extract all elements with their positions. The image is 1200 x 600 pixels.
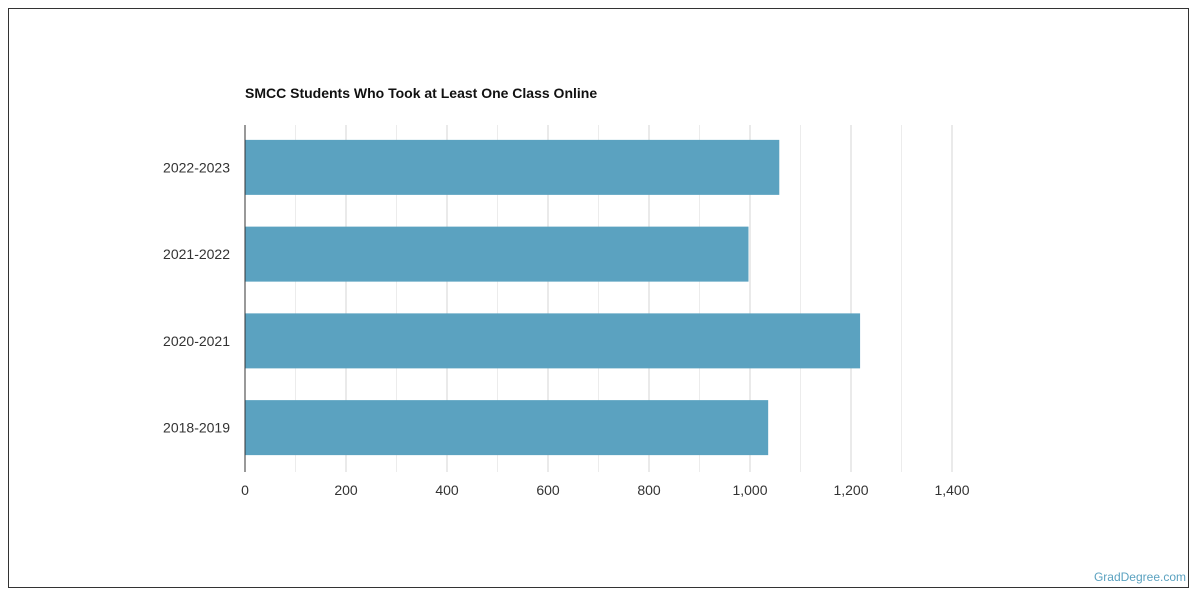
watermark-link[interactable]: GradDegree.com xyxy=(1093,570,1186,584)
x-tick-label: 1,200 xyxy=(833,482,868,498)
y-tick-label: 2022-2023 xyxy=(163,159,230,175)
bar-2022-2023 xyxy=(245,139,780,195)
x-tick-label: 200 xyxy=(334,482,358,498)
y-tick-label: 2021-2022 xyxy=(163,246,230,262)
x-tick-label: 600 xyxy=(536,482,560,498)
y-tick-label: 2018-2019 xyxy=(163,420,230,436)
x-tick-label: 1,000 xyxy=(732,482,767,498)
bar-2021-2022 xyxy=(245,226,749,282)
x-tick-label: 800 xyxy=(637,482,661,498)
x-tick-label: 0 xyxy=(241,482,249,498)
chart-frame xyxy=(8,8,1189,588)
chart-title: SMCC Students Who Took at Least One Clas… xyxy=(245,85,598,101)
y-tick-label: 2020-2021 xyxy=(163,333,230,349)
x-tick-label: 1,400 xyxy=(934,482,969,498)
x-tick-label: 400 xyxy=(435,482,459,498)
bar-2020-2021 xyxy=(245,313,861,369)
bar-2018-2019 xyxy=(245,400,769,456)
